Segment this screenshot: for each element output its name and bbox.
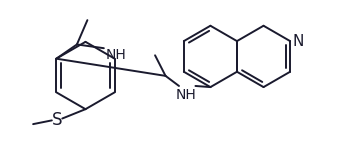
Text: NH: NH (105, 48, 126, 62)
Text: N: N (292, 34, 304, 49)
Text: NH: NH (175, 88, 196, 102)
Text: S: S (52, 111, 63, 129)
